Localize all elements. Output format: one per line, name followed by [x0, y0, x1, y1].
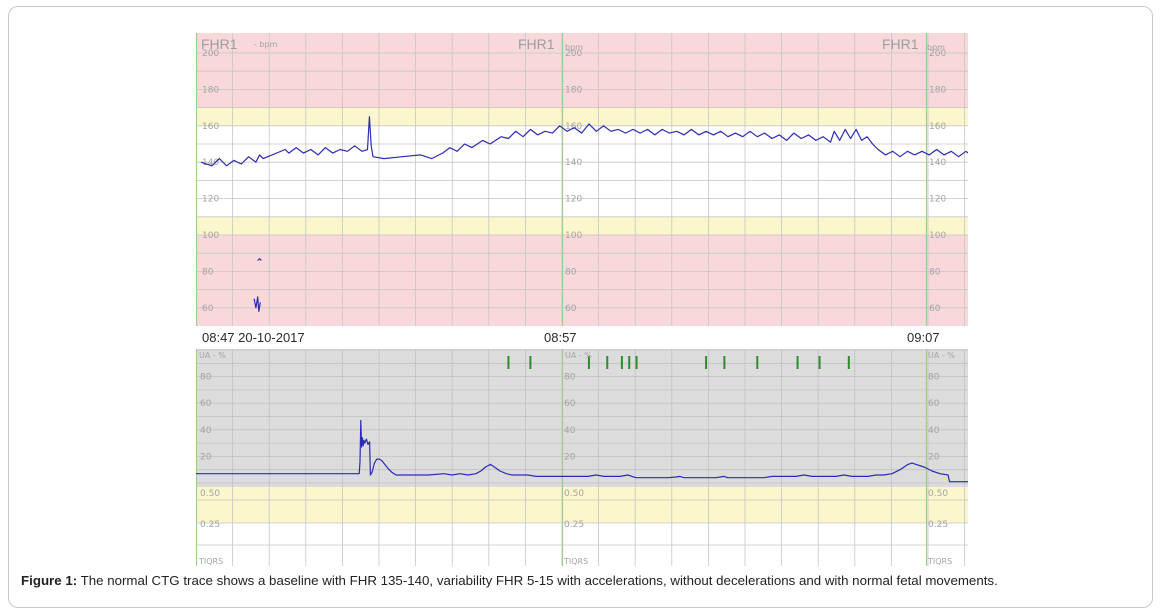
ua-background — [196, 349, 968, 487]
fhr-tick-label: 100 — [565, 231, 582, 241]
fhr-unit-label: - bpm — [254, 40, 278, 49]
ua-series-line — [196, 419, 968, 483]
fhr-tick-label: 180 — [202, 85, 219, 95]
time-label: 08:47 20-10-2017 — [202, 330, 305, 345]
lower-scale-label: TIQRS — [198, 557, 223, 566]
fhr-tick-label: 120 — [929, 195, 946, 205]
lower-tick-label: 0.25 — [928, 520, 948, 530]
fhr-tick-label: 60 — [202, 304, 214, 314]
fhr-channel-label: FHR1 — [518, 36, 555, 52]
ua-tick-label: 60 — [928, 399, 940, 409]
fhr-series-line — [200, 116, 968, 167]
lower-zone-white — [196, 523, 968, 566]
time-strip — [196, 326, 968, 349]
fhr-unit-label: bpm — [927, 43, 945, 52]
lower-scale-tick-labels: 0.50 0.50 0.50 0.25 0.25 0.25 — [200, 489, 948, 530]
fhr-tick-label: 160 — [929, 122, 946, 132]
caption-text: The normal CTG trace shows a baseline wi… — [77, 573, 998, 588]
fhr-zone-red — [196, 33, 968, 108]
ua-tick-label: 20 — [928, 452, 940, 462]
fhr-tick-label: 180 — [565, 85, 582, 95]
ctg-chart: 200 200 200 180 180 180 160 160 160 140 140 140 120 1… — [196, 33, 968, 566]
ua-tick-label: 80 — [928, 373, 940, 383]
ua-tick-labels: 80 80 80 60 60 60 40 40 40 20 20 20 — [200, 373, 940, 463]
lower-tick-label: 0.50 — [200, 489, 220, 499]
ua-tick-label: 60 — [200, 399, 212, 409]
time-label: 09:07 — [907, 330, 940, 345]
time-label: 08:57 — [544, 330, 577, 345]
ctg-svg: 200 200 200 180 180 180 160 160 160 140 140 140 120 1… — [196, 33, 968, 566]
fhr-zones — [196, 33, 968, 326]
fhr-tick-label: 120 — [565, 195, 582, 205]
fhr-tick-label: 60 — [565, 304, 577, 314]
fhr-tick-label: 180 — [929, 85, 946, 95]
fhr-zone-yellow — [196, 107, 968, 126]
ua-tick-label: 80 — [564, 373, 576, 383]
lower-tick-label: 0.50 — [928, 489, 948, 499]
fhr-channel-label: FHR1 — [201, 36, 238, 52]
lower-zone-yellow — [196, 487, 968, 523]
ua-panel — [196, 349, 968, 487]
fhr-tick-label: 200 — [929, 49, 946, 59]
ua-grid — [196, 349, 968, 487]
fhr-tick-label: 160 — [202, 122, 219, 132]
fhr-channel-label: FHR1 — [882, 36, 919, 52]
fhr-tick-label: 200 — [202, 49, 219, 59]
lower-scale-label: TIQRS — [927, 557, 952, 566]
fhr-tick-label: 100 — [929, 231, 946, 241]
fhr-tick-label: 80 — [929, 267, 941, 277]
figure-caption: Figure 1: The normal CTG trace shows a b… — [21, 573, 1146, 589]
fhr-tick-labels: 200 200 200 180 180 180 160 160 160 140 140 140 120 1… — [202, 49, 946, 314]
fhr-tick-label: 140 — [929, 158, 946, 168]
movement-markers — [507, 356, 850, 369]
fhr-zone-yellow — [196, 216, 968, 235]
fhr-grid — [196, 33, 968, 326]
ua-channel-label: UA - % — [928, 351, 955, 360]
fhr-tick-label: 200 — [565, 49, 582, 59]
lower-tick-label: 0.25 — [564, 520, 584, 530]
caption-label: Figure 1: — [21, 573, 78, 588]
fhr-trace — [200, 116, 968, 312]
fhr-tick-label: 60 — [929, 304, 941, 314]
lower-tick-label: 0.25 — [200, 520, 220, 530]
fhr-tick-label: 140 — [565, 158, 582, 168]
fhr-zone-red — [196, 235, 968, 326]
ua-tick-label: 40 — [564, 426, 576, 436]
ua-channel-label: UA - % — [199, 351, 226, 360]
fhr-zone-white — [196, 125, 968, 217]
ua-tick-label: 80 — [200, 373, 212, 383]
ua-tick-label: 40 — [200, 426, 212, 436]
ua-tick-label: 20 — [200, 452, 212, 462]
ua-tick-label: 60 — [564, 399, 576, 409]
fhr-series-line — [253, 296, 261, 312]
ua-tick-label: 20 — [564, 452, 576, 462]
lower-scale-label: TIQRS — [563, 557, 588, 566]
ua-tick-label: 40 — [928, 426, 940, 436]
fhr-unit-label: bpm — [565, 43, 583, 52]
lower-scale-panel — [196, 487, 968, 566]
fhr-tick-label: 120 — [202, 195, 219, 205]
fhr-tick-label: 80 — [202, 267, 214, 277]
ua-channel-label: UA - % — [565, 351, 592, 360]
ua-trace — [196, 419, 968, 483]
fhr-series-line — [257, 258, 262, 261]
fhr-tick-label: 160 — [565, 122, 582, 132]
fhr-tick-label: 140 — [202, 158, 219, 168]
fhr-tick-label: 100 — [202, 231, 219, 241]
lower-tick-label: 0.50 — [564, 489, 584, 499]
fhr-tick-label: 80 — [565, 267, 577, 277]
